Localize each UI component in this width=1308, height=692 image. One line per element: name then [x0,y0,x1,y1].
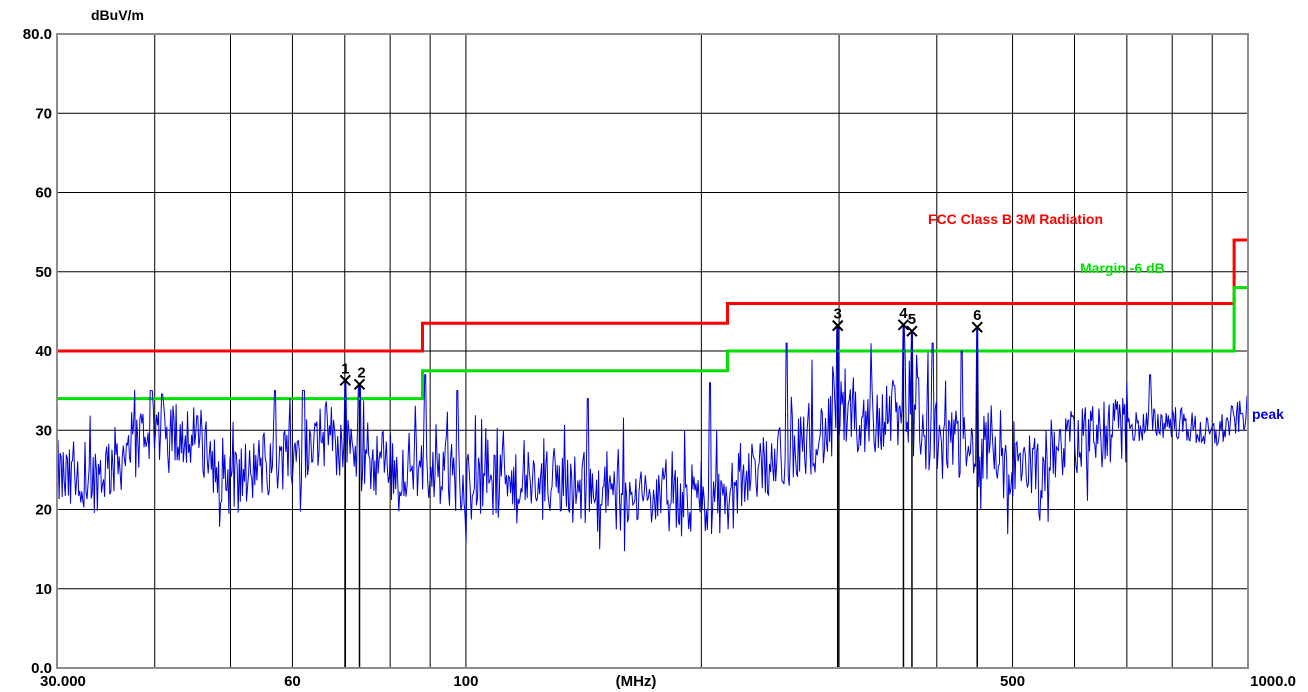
series-line [57,238,1248,353]
marker-cross [832,319,844,332]
marker-label: 2 [357,364,365,381]
tick-labels: 0.0 10 20 30 40 50 60 70 80.0 30.000 60 100 500 1000.… [23,26,1296,690]
marker-cross [906,325,918,337]
y-tick-label: 50 [35,264,52,281]
x-tick-label: 30.000 [40,673,86,690]
marker-label: 3 [834,306,842,323]
marker-layer: 1 2 3 4 5 6 [339,305,983,390]
series-line [57,286,1248,401]
marker-label: 5 [908,311,916,328]
y-tick-label: 30 [35,422,52,439]
margin-line-label: Margin -6 dB [1080,260,1165,276]
marker-cross [897,319,910,331]
series-line [56,324,1249,552]
y-tick-label: 10 [35,581,52,598]
x-tick-label: 1000.0 [1250,673,1296,690]
x-tick-label: 500 [1000,673,1025,690]
marker-label: 6 [973,307,981,324]
plot-frame [56,33,1249,669]
y-unit-label: dBuV/m [91,7,144,23]
limit-line-label: FCC Class B 3M Radiation [928,211,1103,227]
marker-label: 1 [341,360,349,377]
x-unit-label: (MHz) [616,673,657,690]
marker-cross [971,321,983,333]
marker-label: 4 [899,305,908,322]
marker-vertical-lines [344,324,978,668]
marker-cross [339,374,351,387]
y-tick-label: 0.0 [31,660,52,677]
y-tick-label: 40 [35,343,52,360]
trace-label: peak [1252,406,1284,422]
y-tick-label: 70 [35,105,52,122]
y-tick-label: 60 [35,185,52,202]
marker-cross [353,378,366,390]
y-tick-label: 20 [35,502,52,519]
y-tick-label: 80.0 [23,26,52,43]
x-tick-label: 100 [453,673,478,690]
x-tick-label: 60 [284,673,301,690]
series-layer [56,238,1249,552]
